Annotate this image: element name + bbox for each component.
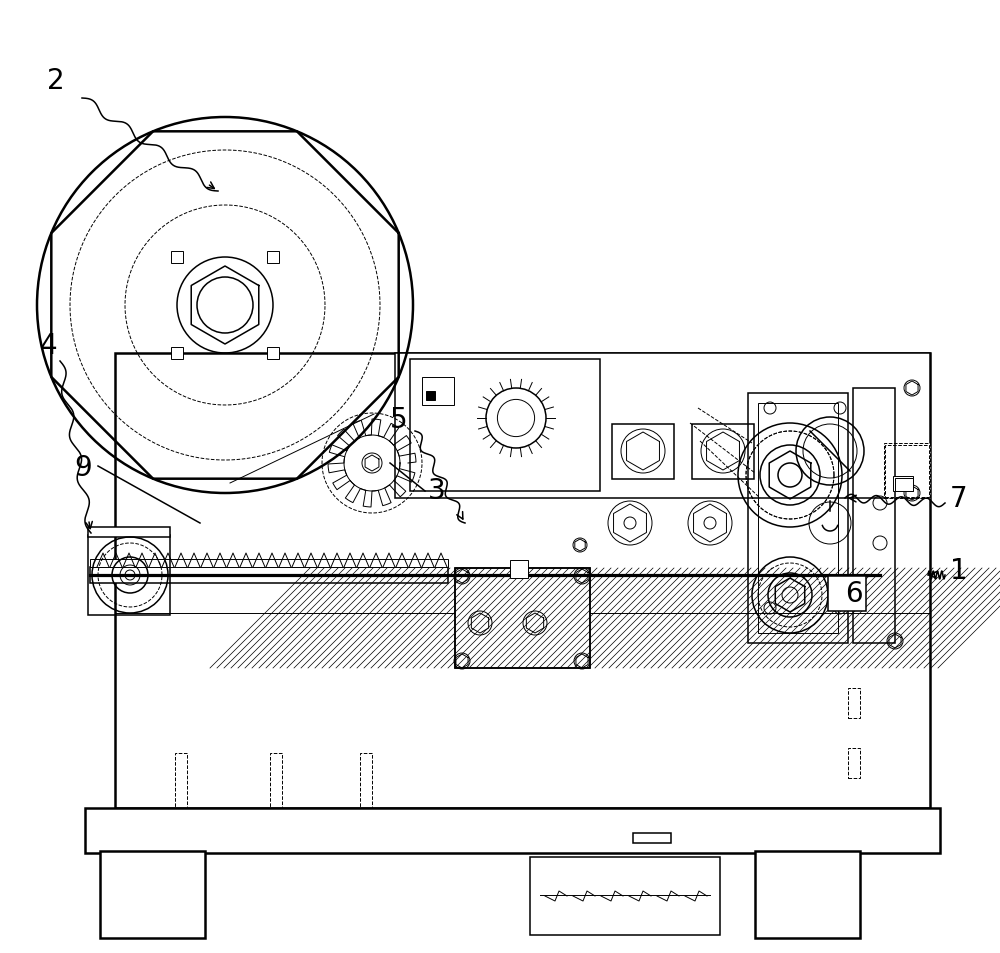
Bar	[175, 753, 187, 808]
Text: 6: 6	[845, 579, 863, 607]
Bar	[455, 568, 590, 668]
Text: 7: 7	[950, 484, 968, 513]
Bar	[85, 808, 940, 853]
Bar	[893, 476, 913, 492]
Text: 1: 1	[950, 557, 968, 584]
Bar	[270, 753, 282, 808]
Bar	[171, 348, 183, 359]
Bar	[633, 833, 671, 843]
Bar	[267, 252, 279, 264]
Bar	[748, 394, 848, 643]
Bar	[758, 403, 838, 634]
Bar	[410, 359, 600, 492]
Bar	[884, 443, 930, 498]
Bar	[692, 424, 754, 479]
Text: 4: 4	[40, 332, 58, 359]
Bar	[612, 424, 674, 479]
Bar	[828, 577, 866, 612]
Bar	[100, 851, 205, 938]
Bar	[360, 753, 372, 808]
Bar	[510, 560, 528, 578]
Text: 5: 5	[390, 406, 408, 434]
Bar	[395, 354, 930, 498]
Bar	[88, 536, 170, 616]
Text: 9: 9	[74, 454, 92, 481]
Bar	[90, 567, 448, 583]
Bar	[848, 688, 860, 719]
Bar	[885, 446, 929, 497]
Bar	[853, 389, 895, 643]
Bar	[267, 348, 279, 359]
Bar	[455, 568, 590, 668]
Bar	[895, 478, 913, 492]
Bar	[530, 857, 720, 935]
Text: 2: 2	[47, 67, 65, 95]
Bar	[422, 377, 454, 406]
Bar	[90, 559, 448, 567]
Text: 3: 3	[428, 476, 446, 504]
Bar	[426, 392, 435, 400]
Bar	[755, 851, 860, 938]
Bar	[115, 354, 930, 808]
Bar	[848, 748, 860, 779]
Bar	[171, 252, 183, 264]
Bar	[88, 527, 170, 537]
